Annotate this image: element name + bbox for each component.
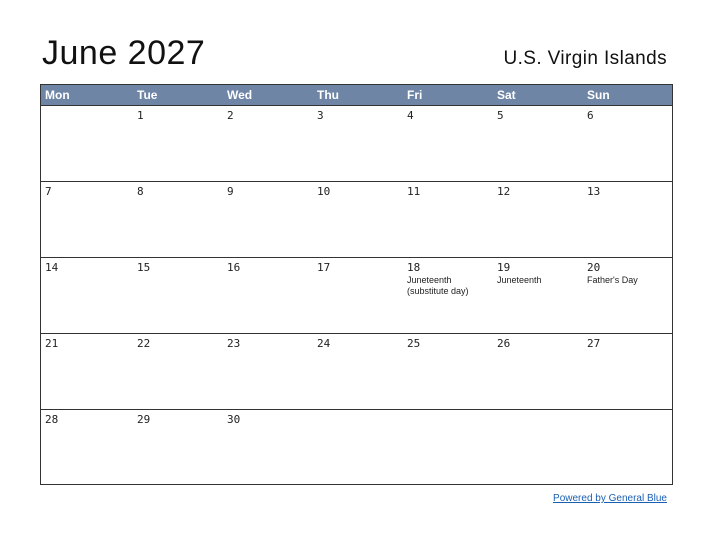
day-number: 26: [497, 337, 511, 350]
day-number: 4: [407, 109, 414, 122]
calendar-day-cell: 14: [41, 258, 133, 333]
calendar-day-cell: 10: [313, 182, 403, 257]
calendar-day-cell: 24: [313, 334, 403, 409]
holiday-event: Juneteenth: [497, 275, 542, 285]
region-label: U.S. Virgin Islands: [503, 48, 667, 69]
calendar-day-cell: 23: [223, 334, 313, 409]
calendar-day-cell: 17: [313, 258, 403, 333]
weekday-header-thu: Thu: [317, 88, 339, 102]
calendar-week-row: 14 15 16 17 18 Juneteenth (substitute day) 19 J…: [41, 257, 672, 333]
day-number: 23: [227, 337, 241, 350]
calendar-day-cell: 18 Juneteenth (substitute day): [403, 258, 493, 333]
calendar-grid: Mon Tue Wed Thu Fri Sat Sun 1 2 3 4 5 6 7 8 9 10 1…: [40, 84, 673, 485]
day-number: 15: [137, 261, 151, 274]
calendar-week-row: 28 29 30: [41, 409, 672, 485]
day-number: 27: [587, 337, 601, 350]
day-number: 20: [587, 261, 601, 274]
weekday-header-row: Mon Tue Wed Thu Fri Sat Sun: [41, 85, 672, 105]
powered-by-link[interactable]: Powered by General Blue: [553, 493, 667, 504]
calendar-day-cell: 5: [493, 106, 583, 181]
calendar-day-cell: 19 Juneteenth: [493, 258, 583, 333]
calendar-day-cell: 6: [583, 106, 672, 181]
day-number: 2: [227, 109, 234, 122]
calendar-day-cell: [403, 410, 493, 485]
calendar-day-cell: 20 Father's Day: [583, 258, 672, 333]
day-number: 14: [45, 261, 59, 274]
weeks-container: 1 2 3 4 5 6 7 8 9 10 11 12 13 14 15 16 17 18 Juneteenth (s…: [41, 105, 672, 485]
holiday-event: Father's Day: [587, 275, 638, 285]
calendar-day-cell: 7: [41, 182, 133, 257]
day-number: 8: [137, 185, 144, 198]
calendar-day-cell: 3: [313, 106, 403, 181]
calendar-day-cell: [313, 410, 403, 485]
day-number: 1: [137, 109, 144, 122]
weekday-header-fri: Fri: [407, 88, 423, 102]
day-number: 9: [227, 185, 234, 198]
calendar-week-row: 7 8 9 10 11 12 13: [41, 181, 672, 257]
day-number: 17: [317, 261, 331, 274]
calendar-day-cell: 30: [223, 410, 313, 485]
day-number: 18: [407, 261, 421, 274]
weekday-header-sun: Sun: [587, 88, 610, 102]
day-number: 13: [587, 185, 601, 198]
day-number: 12: [497, 185, 511, 198]
calendar-day-cell: 13: [583, 182, 672, 257]
day-number: 7: [45, 185, 52, 198]
calendar-day-cell: 12: [493, 182, 583, 257]
day-number: 28: [45, 413, 59, 426]
calendar-day-cell: 8: [133, 182, 223, 257]
day-number: 24: [317, 337, 331, 350]
day-number: 3: [317, 109, 324, 122]
calendar-day-cell: 15: [133, 258, 223, 333]
calendar-day-cell: [41, 106, 133, 181]
page-title: June 2027: [42, 34, 206, 72]
day-number: 10: [317, 185, 331, 198]
day-number: 30: [227, 413, 241, 426]
day-number: 6: [587, 109, 594, 122]
calendar-week-row: 21 22 23 24 25 26 27: [41, 333, 672, 409]
calendar-day-cell: [583, 410, 672, 485]
day-number: 19: [497, 261, 511, 274]
weekday-header-tue: Tue: [137, 88, 158, 102]
day-number: 22: [137, 337, 151, 350]
calendar-day-cell: 11: [403, 182, 493, 257]
calendar-day-cell: 29: [133, 410, 223, 485]
calendar-day-cell: 25: [403, 334, 493, 409]
day-number: 21: [45, 337, 59, 350]
calendar-day-cell: 2: [223, 106, 313, 181]
calendar-day-cell: 4: [403, 106, 493, 181]
calendar-week-row: 1 2 3 4 5 6: [41, 105, 672, 181]
calendar-day-cell: 9: [223, 182, 313, 257]
day-number: 5: [497, 109, 504, 122]
day-number: 29: [137, 413, 151, 426]
calendar-day-cell: 26: [493, 334, 583, 409]
calendar-day-cell: 27: [583, 334, 672, 409]
calendar-day-cell: [493, 410, 583, 485]
holiday-event: Juneteenth (substitute day): [407, 275, 469, 296]
weekday-header-sat: Sat: [497, 88, 516, 102]
day-number: 25: [407, 337, 421, 350]
day-number: 11: [407, 185, 421, 198]
calendar-day-cell: 1: [133, 106, 223, 181]
calendar-day-cell: 21: [41, 334, 133, 409]
day-number: 16: [227, 261, 241, 274]
weekday-header-wed: Wed: [227, 88, 253, 102]
calendar-day-cell: 22: [133, 334, 223, 409]
weekday-header-mon: Mon: [45, 88, 70, 102]
calendar-day-cell: 28: [41, 410, 133, 485]
calendar-day-cell: 16: [223, 258, 313, 333]
